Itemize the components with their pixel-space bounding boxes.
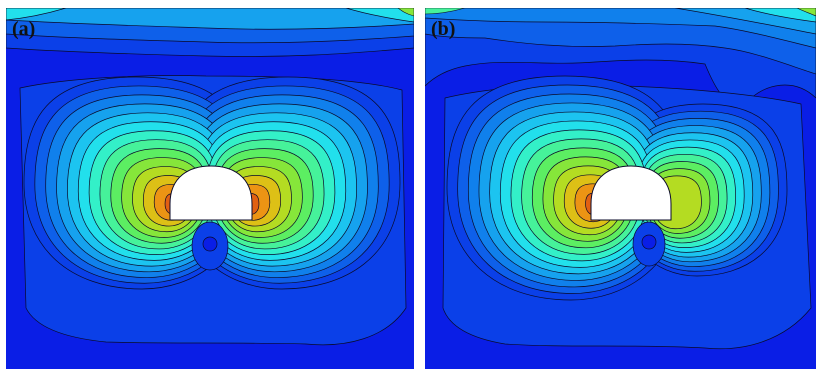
lower-pocket-core (202, 236, 218, 252)
contour-lobes (23, 76, 401, 290)
panel-divider (414, 0, 425, 371)
contour-plot-b (425, 8, 816, 369)
contour-panel-a: (a) (6, 8, 414, 369)
contour-lobes (446, 75, 788, 301)
tunnel-opening (590, 165, 672, 221)
panel-label-b: (b) (431, 18, 456, 40)
top-stress-band (6, 8, 414, 57)
lower-pocket-core (641, 234, 657, 250)
upper-stress-region (425, 8, 816, 105)
contour-plot-a (6, 8, 414, 369)
tunnel-opening (169, 165, 253, 221)
panel-label-a: (a) (12, 18, 36, 40)
contour-panel-b: (b) (425, 8, 816, 369)
